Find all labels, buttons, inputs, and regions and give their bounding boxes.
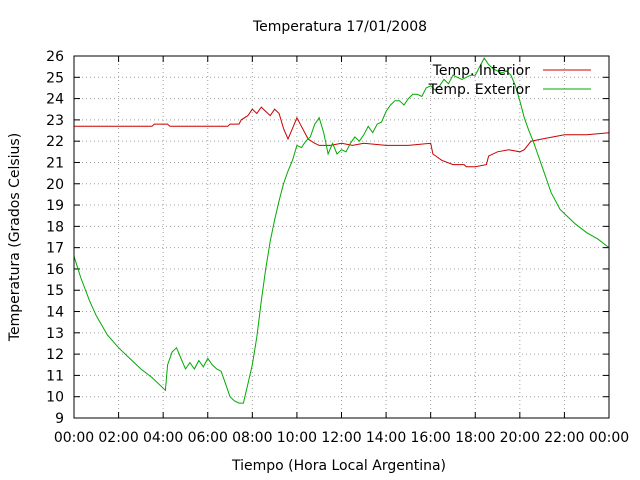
x-tick-label: 20:00 xyxy=(500,430,540,446)
x-tick-label: 16:00 xyxy=(410,430,450,446)
x-tick-label: 08:00 xyxy=(232,430,272,446)
y-tick-label: 26 xyxy=(46,49,64,65)
y-tick-label: 17 xyxy=(46,241,64,257)
x-tick-label: 22:00 xyxy=(544,430,584,446)
x-tick-label: 18:00 xyxy=(455,430,495,446)
y-tick-label: 22 xyxy=(46,134,64,150)
y-tick-label: 21 xyxy=(46,155,64,171)
y-tick-labels: 9 10 11 12 13 14 15 16 17 18 19 20 21 22 23 24 25 26 xyxy=(46,49,64,427)
x-tick-label: 14:00 xyxy=(366,430,406,446)
y-axis-label: Temperatura (Grados Celsius) xyxy=(7,133,23,342)
plot-series xyxy=(74,58,609,403)
legend-label-interior: Temp. Interior xyxy=(432,63,531,79)
x-tick-label: 06:00 xyxy=(188,430,228,446)
legend: Temp. Interior Temp. Exterior xyxy=(428,63,591,98)
x-tick-label: 00:00 xyxy=(54,430,94,446)
y-tick-label: 24 xyxy=(46,92,64,108)
x-tick-label: 02:00 xyxy=(98,430,138,446)
y-tick-label: 14 xyxy=(46,305,64,321)
x-axis-label: Tiempo (Hora Local Argentina) xyxy=(231,458,446,474)
y-tick-label: 11 xyxy=(46,368,64,384)
legend-label-exterior: Temp. Exterior xyxy=(428,82,531,98)
x-tick-label: 00:00 xyxy=(589,430,629,446)
y-tick-label: 16 xyxy=(46,262,64,278)
y-tick-label: 18 xyxy=(46,219,64,235)
y-tick-label: 12 xyxy=(46,347,64,363)
y-tick-label: 20 xyxy=(46,177,64,193)
y-tick-label: 13 xyxy=(46,326,64,342)
y-tick-label: 23 xyxy=(46,113,64,129)
y-tick-label: 19 xyxy=(46,198,64,214)
chart-title: Temperatura 17/01/2008 xyxy=(252,19,427,35)
x-tick-label: 10:00 xyxy=(277,430,317,446)
grid-lines xyxy=(74,56,609,418)
x-tick-label: 04:00 xyxy=(143,430,183,446)
series-line-exterior xyxy=(74,58,609,403)
y-tick-label: 15 xyxy=(46,283,64,299)
y-tick-label: 10 xyxy=(46,390,64,406)
x-tick-label: 12:00 xyxy=(321,430,361,446)
y-tick-label: 25 xyxy=(46,70,64,86)
x-tick-labels: 00:00 02:00 04:00 06:00 08:00 10:00 12:00 14:00… xyxy=(54,430,629,446)
y-tick-label: 9 xyxy=(55,411,64,427)
